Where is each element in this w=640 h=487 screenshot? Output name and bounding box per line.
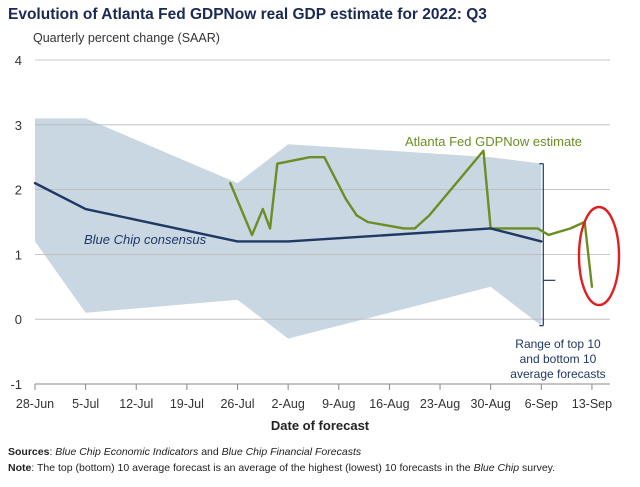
forecast-range-band — [35, 118, 542, 339]
x-axis-label: Date of forecast — [271, 418, 370, 433]
y-tick-label: 0 — [15, 312, 22, 327]
footer-note: Note: The top (bottom) 10 average foreca… — [8, 462, 555, 474]
range-annotation-line: average forecasts — [510, 367, 605, 381]
y-tick-label: 1 — [15, 247, 22, 262]
sources-label: Sources — [8, 446, 50, 458]
y-tick-label: -1 — [10, 377, 22, 392]
x-tick-label: 16-Aug — [369, 397, 409, 411]
y-tick-label: 4 — [15, 53, 22, 68]
x-tick-label: 28-Jun — [16, 397, 54, 411]
note-text-1: : The top (bottom) 10 average forecast i… — [31, 462, 474, 474]
x-tick-label: 5-Jul — [72, 397, 99, 411]
sources-and: and — [198, 446, 222, 458]
x-tick-label: 6-Sep — [525, 397, 558, 411]
highlight-ellipse — [577, 205, 621, 307]
x-tick-label: 26-Jul — [220, 397, 254, 411]
x-tick-label: 12-Jul — [119, 397, 153, 411]
gdpnow-series-line — [229, 149, 594, 288]
x-tick-label: 23-Aug — [420, 397, 460, 411]
source-2: Blue Chip Financial Forecasts — [221, 446, 362, 458]
blue-chip-consensus-line — [33, 181, 543, 243]
chart-subtitle: Quarterly percent change (SAAR) — [33, 31, 220, 45]
note-italic: Blue Chip — [473, 462, 520, 474]
sources-sep: : — [49, 446, 56, 458]
x-tick-label: 2-Aug — [271, 397, 304, 411]
source-1: Blue Chip Economic Indicators — [55, 446, 199, 458]
footer-sources: Sources: Blue Chip Economic Indicators a… — [8, 446, 361, 458]
x-tick-label: 9-Aug — [322, 397, 355, 411]
y-tick-label: 2 — [15, 183, 22, 198]
range-annotation-line: Range of top 10 — [515, 337, 601, 351]
x-tick-label: 30-Aug — [471, 397, 511, 411]
note-label: Note — [8, 462, 32, 474]
gdpnow-annotation: Atlanta Fed GDPNow estimate — [405, 134, 582, 149]
blue-chip-annotation: Blue Chip consensus — [84, 232, 207, 247]
range-annotation-line: and bottom 10 — [520, 352, 597, 366]
x-tick-label: 19-Jul — [170, 397, 204, 411]
y-tick-label: 3 — [15, 118, 22, 133]
chart-title: Evolution of Atlanta Fed GDPNow real GDP… — [8, 6, 487, 23]
note-text-2: survey. — [519, 462, 556, 474]
x-tick-label: 13-Sep — [572, 397, 612, 411]
